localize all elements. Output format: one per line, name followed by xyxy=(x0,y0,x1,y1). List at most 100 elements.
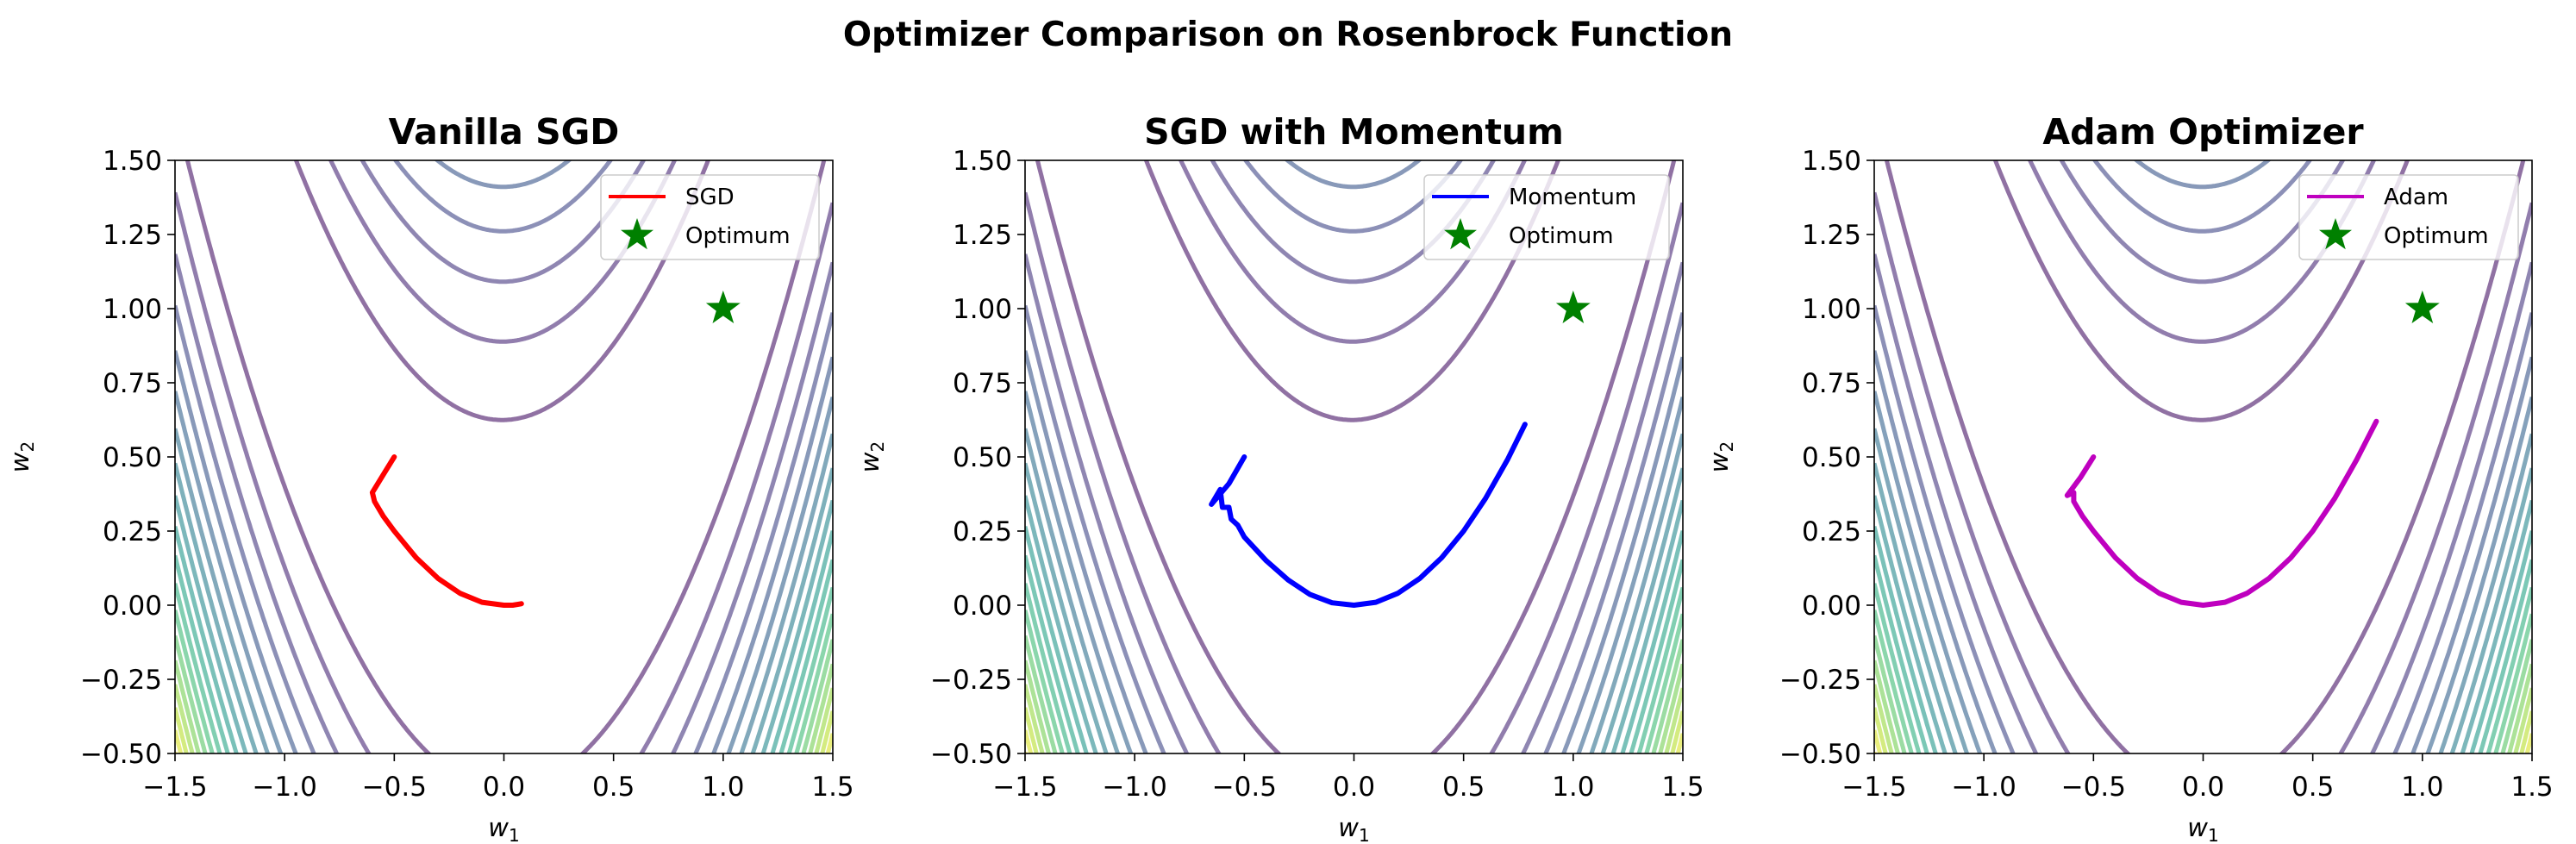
y-axis-label-main: w xyxy=(855,452,885,472)
contour-line-160 xyxy=(392,160,614,234)
contour-line-520 xyxy=(1874,610,2532,753)
x-tick-label: 0.5 xyxy=(1442,772,1485,803)
x-tick-label: −0.5 xyxy=(362,772,427,803)
contour-line-120 xyxy=(1025,253,1683,753)
contour-line-120 xyxy=(175,253,833,753)
y-axis-label-main: w xyxy=(1704,452,1734,472)
contour-line-720 xyxy=(175,729,833,753)
x-axis-label-subscript: 1 xyxy=(509,825,520,844)
y-tick-label: 0.50 xyxy=(1802,442,1861,473)
contour-line-120 xyxy=(360,160,647,284)
legend-label-optimum: Optimum xyxy=(1509,223,1614,249)
subplot-title: SGD with Momentum xyxy=(1144,111,1564,153)
subplot-3: −1.5 −1.0 −0.5 0.0 0.5 1.0 1.5 −0.50 −0.25 0.00 0.… xyxy=(1704,111,2554,844)
x-tick-label: 1.0 xyxy=(1552,772,1594,803)
x-axis-label-main: w xyxy=(488,813,509,842)
x-axis-label-main: w xyxy=(2187,813,2208,842)
y-axis-label-subscript: 2 xyxy=(1716,441,1737,453)
contour-line-480 xyxy=(1874,583,2532,753)
contour-line-560 xyxy=(1874,635,2532,753)
contour-line-560 xyxy=(175,635,833,753)
trajectory-momentum xyxy=(1209,422,1528,608)
x-tick-label: −1.0 xyxy=(1952,772,2016,803)
contour-line-600 xyxy=(1025,660,1683,753)
contour-line-280 xyxy=(1025,428,1683,753)
contour-line-80 xyxy=(1025,191,1683,753)
x-tick-label: −1.0 xyxy=(1103,772,1167,803)
y-tick-label: 1.25 xyxy=(953,220,1012,251)
contour-line-160 xyxy=(1025,304,1683,753)
x-tick-label: 1.0 xyxy=(2401,772,2443,803)
y-axis-label-subscript: 2 xyxy=(17,441,38,453)
x-tick-label: −1.0 xyxy=(253,772,317,803)
legend-label-series: SGD xyxy=(685,184,735,210)
y-tick-label: −0.50 xyxy=(80,739,162,770)
y-tick-label: 0.50 xyxy=(953,442,1012,473)
contour-line-80 xyxy=(1874,191,2532,753)
y-tick-label: 0.25 xyxy=(103,516,162,547)
contour-line-360 xyxy=(175,495,833,753)
x-axis-label-subscript: 1 xyxy=(1359,825,1370,844)
contour-line-480 xyxy=(1025,583,1683,753)
contour-line-40 xyxy=(1992,160,2410,422)
y-tick-label: 0.00 xyxy=(103,591,162,622)
x-tick-label: 0.0 xyxy=(483,772,525,803)
y-axis-label-main: w xyxy=(5,452,34,472)
y-tick-label: 0.25 xyxy=(953,516,1012,547)
legend-star-swatch xyxy=(2319,218,2352,250)
contour-line-640 xyxy=(1874,684,2532,753)
x-tick-label: 1.0 xyxy=(702,772,744,803)
x-tick-label: −1.5 xyxy=(142,772,207,803)
x-axis-label: w1 xyxy=(1338,813,1369,844)
contour-line-40 xyxy=(1143,160,1561,422)
y-tick-label: 0.75 xyxy=(1802,368,1861,399)
x-tick-label: −1.5 xyxy=(1841,772,1906,803)
x-tick-label: 1.5 xyxy=(2510,772,2553,803)
contour-line-120 xyxy=(2059,160,2346,284)
trajectory-sgd xyxy=(369,454,524,608)
y-tick-label: 1.00 xyxy=(103,294,162,325)
contour-line-440 xyxy=(1874,554,2532,753)
y-tick-label: −0.50 xyxy=(1779,739,1861,770)
y-tick-label: 0.50 xyxy=(103,442,162,473)
plot-area xyxy=(175,160,833,753)
optimum-star-marker xyxy=(2404,291,2440,323)
x-tick-label: −1.5 xyxy=(992,772,1057,803)
contour-line-720 xyxy=(1025,729,1683,753)
contour-line-120 xyxy=(1874,253,2532,753)
x-axis-label-main: w xyxy=(1338,813,1359,842)
contour-line-360 xyxy=(1025,495,1683,753)
x-tick-label: 0.5 xyxy=(592,772,635,803)
contour-line-40 xyxy=(184,160,827,753)
y-axis-label: w2 xyxy=(855,441,888,472)
contour-line-600 xyxy=(1874,660,2532,753)
legend: Momentum Optimum xyxy=(1423,174,1670,260)
optimum-star-marker xyxy=(1555,291,1591,323)
contour-line-200 xyxy=(1025,350,1683,753)
y-tick-label: −0.25 xyxy=(930,665,1012,696)
y-tick-label: −0.25 xyxy=(1779,665,1861,696)
contour-line-360 xyxy=(1874,495,2532,753)
y-axis-label-subscript: 2 xyxy=(867,441,888,453)
contour-line-240 xyxy=(1874,391,2532,753)
contour-line-400 xyxy=(175,525,833,753)
y-axis-label: w2 xyxy=(1704,441,1737,472)
y-tick-label: 1.50 xyxy=(103,146,162,177)
x-axis-label-subscript: 1 xyxy=(2208,825,2219,844)
legend: SGD Optimum xyxy=(600,174,820,260)
subplot-2: −1.5 −1.0 −0.5 0.0 0.5 1.0 1.5 −0.50 −0.25 0.00 0.… xyxy=(855,111,1704,844)
contour-line-720 xyxy=(1874,729,2532,753)
y-axis-label: w2 xyxy=(5,441,38,472)
contour-line-200 xyxy=(2133,160,2272,190)
contour-line-320 xyxy=(1874,462,2532,753)
optimum-star-marker xyxy=(705,291,741,323)
legend-label-optimum: Optimum xyxy=(2384,223,2489,249)
contour-line-520 xyxy=(1025,610,1683,753)
contour-line-160 xyxy=(1874,304,2532,753)
x-axis-label: w1 xyxy=(2187,813,2218,844)
legend-label-series: Momentum xyxy=(1509,184,1636,210)
x-tick-label: −0.5 xyxy=(2061,772,2126,803)
figure-title: Optimizer Comparison on Rosenbrock Funct… xyxy=(843,16,1733,54)
contour-line-40 xyxy=(293,160,711,422)
